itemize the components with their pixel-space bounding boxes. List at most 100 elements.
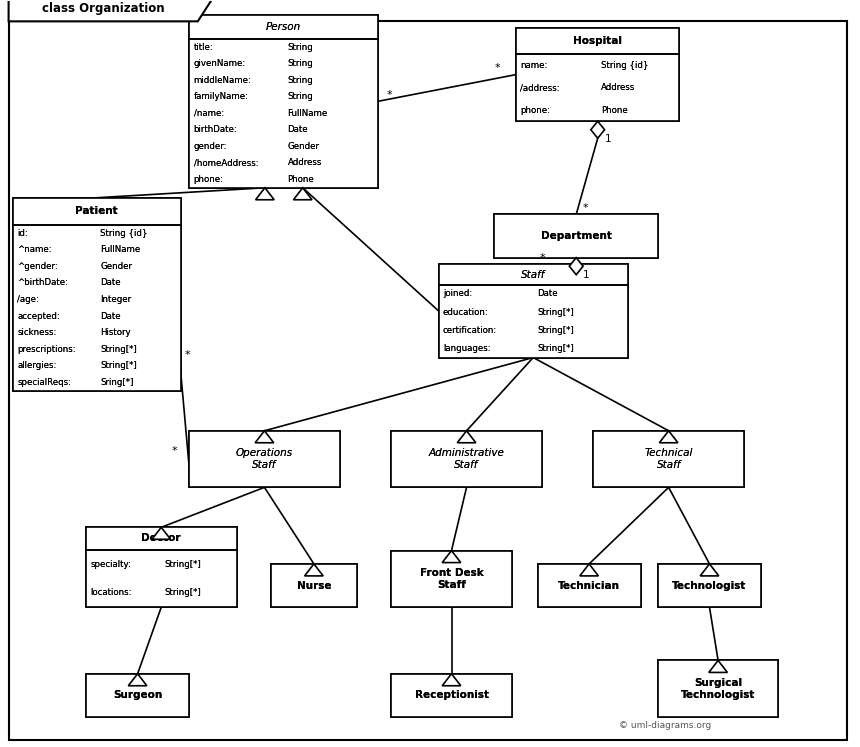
Bar (86, 527, 237, 607)
Text: Date: Date (100, 311, 120, 320)
Bar (271, 564, 357, 607)
Text: String {id}: String {id} (100, 229, 148, 238)
Text: Date: Date (537, 289, 557, 298)
Text: familyName:: familyName: (194, 93, 249, 102)
Text: /homeAddress:: /homeAddress: (194, 158, 258, 167)
Bar (658, 660, 778, 717)
Text: givenName:: givenName: (194, 59, 246, 68)
Text: Administrative
Staff: Administrative Staff (428, 448, 505, 471)
Text: Gender: Gender (287, 142, 320, 151)
Text: Phone: Phone (287, 175, 315, 184)
Polygon shape (152, 527, 170, 539)
Text: String[*]: String[*] (537, 344, 574, 353)
Text: Staff: Staff (521, 270, 545, 279)
Bar (391, 431, 542, 487)
Text: Technician: Technician (558, 580, 620, 591)
Bar (516, 28, 679, 121)
Text: Address: Address (601, 83, 636, 92)
Text: © uml-diagrams.org: © uml-diagrams.org (619, 722, 711, 731)
Bar (86, 674, 189, 717)
Polygon shape (128, 674, 147, 686)
Text: /age:: /age: (17, 295, 39, 304)
Polygon shape (255, 431, 273, 443)
Text: Surgical
Technologist: Surgical Technologist (681, 678, 755, 700)
Polygon shape (591, 121, 605, 138)
Text: familyName:: familyName: (194, 93, 249, 102)
Text: name:: name: (520, 61, 548, 69)
Text: gender:: gender: (194, 142, 227, 151)
Text: Integer: Integer (100, 295, 132, 304)
Text: String: String (287, 93, 313, 102)
Text: Date: Date (100, 279, 120, 288)
Text: Administrative
Staff: Administrative Staff (428, 448, 505, 471)
Text: String[*]: String[*] (537, 326, 574, 335)
Text: FullName: FullName (100, 245, 140, 254)
Bar (593, 431, 744, 487)
Text: Date: Date (287, 125, 308, 134)
Text: *: * (494, 63, 501, 73)
Text: Hospital: Hospital (574, 36, 622, 46)
Text: id:: id: (17, 229, 28, 238)
Text: Address: Address (601, 83, 636, 92)
Text: *: * (583, 203, 589, 213)
Text: Phone: Phone (601, 105, 628, 114)
Text: String[*]: String[*] (164, 589, 201, 598)
Text: Hospital: Hospital (574, 36, 622, 46)
Bar (538, 564, 641, 607)
Text: String[*]: String[*] (537, 344, 574, 353)
Text: /address:: /address: (520, 83, 560, 92)
Text: History: History (100, 328, 131, 337)
Text: Technical
Staff: Technical Staff (644, 448, 693, 471)
Text: FullName: FullName (100, 245, 140, 254)
Text: locations:: locations: (90, 589, 132, 598)
Text: certification:: certification: (443, 326, 497, 335)
Text: phone:: phone: (194, 175, 224, 184)
Text: String[*]: String[*] (100, 345, 137, 354)
Text: String: String (287, 75, 313, 84)
Polygon shape (709, 660, 728, 672)
Text: Address: Address (287, 158, 322, 167)
Text: String[*]: String[*] (100, 362, 137, 371)
Text: joined:: joined: (443, 289, 472, 298)
Text: Department: Department (541, 231, 611, 241)
Text: gender:: gender: (194, 142, 227, 151)
Text: /name:: /name: (194, 109, 224, 118)
Bar (658, 564, 761, 607)
Text: Technologist: Technologist (673, 580, 746, 591)
Bar (439, 264, 628, 358)
Text: givenName:: givenName: (194, 59, 246, 68)
Text: middleName:: middleName: (194, 75, 251, 84)
Text: String[*]: String[*] (537, 326, 574, 335)
Text: /age:: /age: (17, 295, 39, 304)
Bar (391, 551, 512, 607)
Bar (86, 674, 189, 717)
Bar (494, 214, 658, 258)
Bar (189, 15, 378, 187)
Text: prescriptions:: prescriptions: (17, 345, 76, 354)
Text: id:: id: (17, 229, 28, 238)
Text: phone:: phone: (194, 175, 224, 184)
Bar (593, 431, 744, 487)
Text: Sring[*]: Sring[*] (100, 378, 133, 387)
Text: ^name:: ^name: (17, 245, 52, 254)
Text: joined:: joined: (443, 289, 472, 298)
Text: String: String (287, 93, 313, 102)
Bar (189, 431, 340, 487)
Text: Surgeon: Surgeon (113, 690, 163, 701)
Text: phone:: phone: (520, 105, 550, 114)
Bar (658, 564, 761, 607)
Text: Front Desk
Staff: Front Desk Staff (420, 568, 483, 590)
Text: Surgeon: Surgeon (113, 690, 163, 701)
Text: Receptionist: Receptionist (415, 690, 488, 701)
Text: sickness:: sickness: (17, 328, 57, 337)
Text: Doctor: Doctor (142, 533, 181, 544)
Bar (391, 674, 512, 717)
Text: Staff: Staff (521, 270, 545, 279)
Text: Person: Person (267, 22, 301, 32)
Text: Gender: Gender (287, 142, 320, 151)
Text: Patient: Patient (76, 206, 118, 217)
Text: specialty:: specialty: (90, 560, 132, 568)
Text: Date: Date (100, 279, 120, 288)
Text: locations:: locations: (90, 589, 132, 598)
Text: Date: Date (537, 289, 557, 298)
